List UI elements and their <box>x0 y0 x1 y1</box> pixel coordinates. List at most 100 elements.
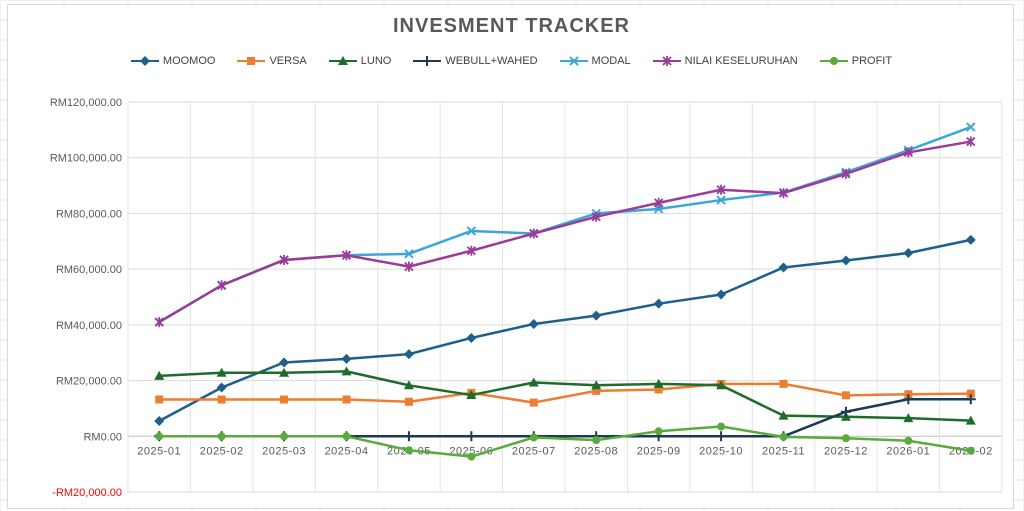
data-point[interactable] <box>904 390 913 399</box>
data-point[interactable] <box>216 367 227 377</box>
data-point[interactable] <box>529 228 539 239</box>
series-moomoo[interactable] <box>154 234 976 426</box>
legend-item[interactable]: LUNO <box>328 55 391 67</box>
y-tick-label: -RM20,000.00 <box>52 487 122 499</box>
series-nilai-keseluruhan[interactable] <box>154 136 976 328</box>
series-line[interactable] <box>159 382 971 404</box>
data-point[interactable] <box>403 431 414 442</box>
data-point[interactable] <box>903 247 914 258</box>
legend-item[interactable]: VERSA <box>237 55 307 67</box>
data-point[interactable] <box>903 413 914 423</box>
data-point[interactable] <box>155 395 164 404</box>
data-point[interactable] <box>279 254 289 265</box>
data-point[interactable] <box>966 122 976 132</box>
data-point[interactable] <box>341 353 352 364</box>
data-point[interactable] <box>841 391 850 400</box>
data-point[interactable] <box>279 357 290 368</box>
data-point[interactable] <box>965 394 976 405</box>
data-point[interactable] <box>841 168 851 179</box>
y-tick-label: RM100,000.00 <box>50 153 122 165</box>
data-point[interactable] <box>155 432 164 441</box>
data-point[interactable] <box>716 289 727 300</box>
data-point[interactable] <box>154 317 164 328</box>
data-point[interactable] <box>217 432 226 441</box>
data-point[interactable] <box>841 434 850 443</box>
series-profit[interactable] <box>155 422 975 461</box>
series-line[interactable] <box>158 140 972 324</box>
data-point[interactable] <box>466 431 477 442</box>
data-point[interactable] <box>528 377 539 387</box>
data-point[interactable] <box>403 380 414 390</box>
data-point[interactable] <box>966 389 975 398</box>
data-point[interactable] <box>404 261 414 272</box>
data-point[interactable] <box>592 386 601 395</box>
data-point[interactable] <box>529 433 538 442</box>
data-point[interactable] <box>404 397 413 406</box>
data-point[interactable] <box>966 136 976 147</box>
data-point[interactable] <box>716 195 726 205</box>
data-point[interactable] <box>716 431 727 442</box>
data-point[interactable] <box>717 422 726 431</box>
data-point[interactable] <box>154 370 165 380</box>
data-point[interactable] <box>591 211 601 222</box>
legend-item[interactable]: MOOMOO <box>130 55 215 67</box>
data-point[interactable] <box>903 394 914 405</box>
data-point[interactable] <box>965 415 976 425</box>
series-line[interactable] <box>159 425 971 458</box>
data-point[interactable] <box>840 255 851 266</box>
data-point[interactable] <box>403 349 414 360</box>
data-point[interactable] <box>778 262 789 273</box>
data-point[interactable] <box>778 410 789 420</box>
legend-item[interactable]: MODAL <box>559 55 631 67</box>
data-point[interactable] <box>217 395 226 404</box>
series-versa[interactable] <box>155 379 975 407</box>
data-point[interactable] <box>716 184 726 195</box>
chart-area[interactable]: INVESMENT TRACKER MOOMOO VERSA LUNO WEBULL+… <box>7 4 1014 509</box>
data-point[interactable] <box>216 382 227 393</box>
data-point[interactable] <box>654 385 663 394</box>
data-point[interactable] <box>342 395 351 404</box>
data-point[interactable] <box>404 249 414 259</box>
x-tick-label: 2025-10 <box>699 445 743 457</box>
data-point[interactable] <box>904 436 913 445</box>
data-point[interactable] <box>779 432 788 441</box>
data-point[interactable] <box>217 280 227 291</box>
data-point[interactable] <box>528 319 539 330</box>
data-point[interactable] <box>654 197 664 208</box>
legend-item[interactable]: PROFIT <box>819 55 892 67</box>
legend-item[interactable]: NILAI KESELURUHAN <box>652 55 798 67</box>
legend-marker-icon <box>413 56 442 66</box>
data-point[interactable] <box>654 427 663 436</box>
data-point[interactable] <box>965 234 976 245</box>
data-point[interactable] <box>467 452 476 461</box>
y-tick-label: RM60,000.00 <box>56 264 122 276</box>
chart-legend: MOOMOO VERSA LUNO WEBULL+WAHED MODAL NILAI KE… <box>8 55 1015 67</box>
data-point[interactable] <box>591 380 602 390</box>
data-point[interactable] <box>279 367 290 377</box>
data-point[interactable] <box>903 147 913 158</box>
data-point[interactable] <box>280 432 289 441</box>
data-point[interactable] <box>592 436 601 445</box>
data-point[interactable] <box>840 406 851 417</box>
legend-marker-icon <box>819 57 848 65</box>
legend-item[interactable]: WEBULL+WAHED <box>413 55 538 67</box>
series-line[interactable] <box>158 238 972 423</box>
data-point[interactable] <box>342 432 351 441</box>
data-point[interactable] <box>466 332 477 343</box>
data-point[interactable] <box>653 378 664 388</box>
data-point[interactable] <box>716 380 727 390</box>
data-point[interactable] <box>280 395 289 404</box>
data-point[interactable] <box>653 298 664 309</box>
data-point[interactable] <box>466 245 476 256</box>
data-point[interactable] <box>341 366 352 376</box>
data-point[interactable] <box>966 446 975 455</box>
data-point[interactable] <box>779 379 788 388</box>
data-point[interactable] <box>154 415 165 426</box>
data-point[interactable] <box>778 188 789 199</box>
data-point[interactable] <box>529 398 538 407</box>
data-point[interactable] <box>466 226 477 236</box>
data-point[interactable] <box>591 310 602 321</box>
data-point[interactable] <box>341 250 352 261</box>
data-point[interactable] <box>404 446 413 455</box>
data-point[interactable] <box>466 390 477 400</box>
